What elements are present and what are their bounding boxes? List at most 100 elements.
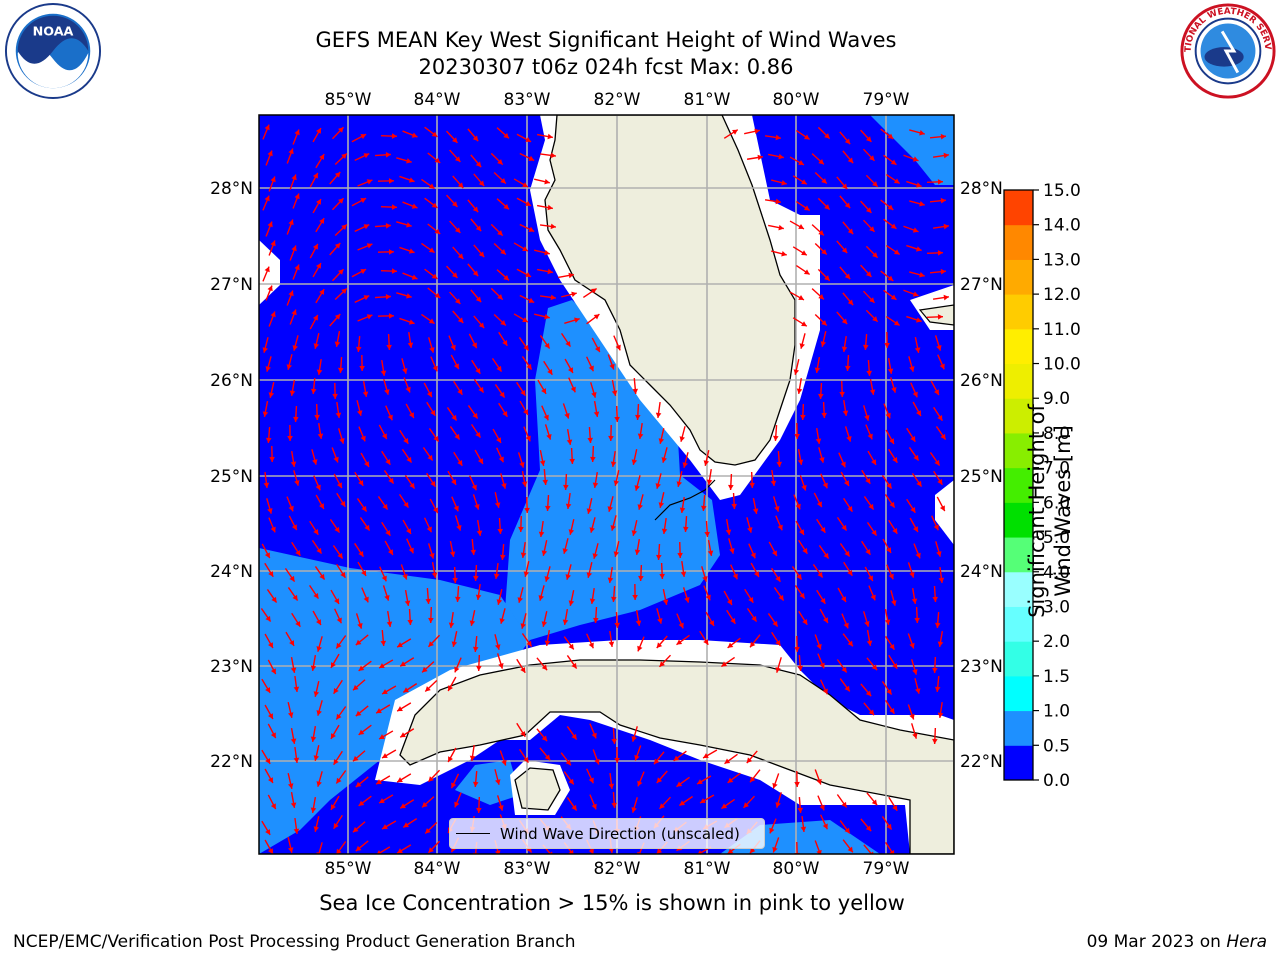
wave-direction-arrowhead <box>794 781 800 787</box>
wave-direction-arrowhead <box>586 572 593 578</box>
wave-direction-arrowhead <box>541 550 548 556</box>
wave-direction-arrowhead <box>475 225 482 232</box>
wave-direction-arrowhead <box>886 688 892 695</box>
wave-direction-arrowhead <box>403 438 409 444</box>
wave-direction-arrowhead <box>330 804 336 810</box>
wave-direction-arrowhead <box>316 619 321 625</box>
wave-direction-arrowhead <box>778 594 784 601</box>
wave-direction-arrowhead <box>631 807 637 813</box>
longitude-label-bottom: 79°W <box>863 859 910 879</box>
wave-direction-arrowhead <box>406 158 412 164</box>
wave-direction-arrowhead <box>574 317 580 323</box>
wave-direction-arrowhead <box>432 365 438 372</box>
wave-direction-arrowhead <box>937 414 943 421</box>
wave-direction-arrowhead <box>889 501 895 508</box>
wave-direction-arrowhead <box>391 133 397 139</box>
wave-direction-arrowhead <box>892 528 898 534</box>
wave-direction-arrowhead <box>730 618 736 624</box>
wave-direction-arrowhead <box>892 805 898 811</box>
colorbar-swatch <box>1004 224 1033 260</box>
wave-direction-arrowhead <box>841 596 846 602</box>
wave-direction-arrowhead <box>385 222 391 229</box>
wave-direction-arrowhead <box>267 150 273 157</box>
wave-direction-arrowhead <box>364 461 369 467</box>
wave-direction-arrowhead <box>655 412 662 418</box>
latitude-label-left: 24°N <box>210 562 253 582</box>
wave-direction-arrowhead <box>819 457 825 463</box>
wave-direction-arrowhead <box>934 622 941 628</box>
wave-direction-arrowhead <box>363 153 370 159</box>
wave-direction-arrowhead <box>775 575 781 582</box>
wave-direction-arrowhead <box>291 245 297 252</box>
wave-direction-arrowhead <box>594 346 600 353</box>
wave-direction-arrowhead <box>890 223 897 229</box>
wave-direction-arrowhead <box>885 412 891 419</box>
wave-direction-arrowhead <box>310 807 317 813</box>
wave-direction-arrowhead <box>422 801 428 808</box>
wave-direction-arrowhead <box>385 293 391 300</box>
wave-direction-arrowhead <box>338 269 344 275</box>
wave-direction-arrowhead <box>382 689 388 695</box>
wave-direction-arrowhead <box>313 691 320 697</box>
wave-direction-arrowhead <box>519 462 525 468</box>
wave-direction-arrowhead <box>270 176 276 183</box>
wave-direction-arrowhead <box>568 529 575 535</box>
wave-direction-arrowhead <box>550 152 556 159</box>
wave-direction-arrowhead <box>565 574 571 580</box>
wave-direction-arrowhead <box>772 846 778 853</box>
wave-direction-arrowhead <box>520 731 526 737</box>
wave-direction-arrowhead <box>362 391 369 397</box>
wave-direction-arrowhead <box>452 272 458 278</box>
wave-direction-arrowhead <box>703 753 709 759</box>
wave-direction-arrowhead <box>841 346 848 352</box>
wave-direction-arrowhead <box>840 461 846 468</box>
wave-direction-arrowhead <box>803 269 810 275</box>
wave-direction-arrowhead <box>607 577 614 583</box>
wave-direction-arrowhead <box>429 553 435 559</box>
wave-direction-arrowhead <box>822 688 828 695</box>
wave-direction-arrowhead <box>454 156 461 162</box>
wave-direction-arrowhead <box>661 528 668 534</box>
wave-direction-arrowhead <box>472 646 479 652</box>
wave-direction-arrowhead <box>568 272 574 279</box>
wave-direction-arrowhead <box>613 480 620 486</box>
wave-direction-arrowhead <box>565 759 571 766</box>
wave-direction-arrowhead <box>816 778 822 785</box>
wave-direction-arrowhead <box>841 801 847 808</box>
wave-direction-arrowhead <box>408 177 415 183</box>
wave-direction-arrowhead <box>366 179 373 185</box>
wave-direction-arrowhead <box>475 161 482 168</box>
wave-direction-arrowhead <box>797 459 804 465</box>
wave-direction-arrowhead <box>313 826 320 832</box>
wave-direction-arrowhead <box>777 524 783 531</box>
wave-direction-arrowhead <box>871 529 877 536</box>
wave-direction-arrowhead <box>632 388 639 394</box>
wave-direction-arrowhead <box>355 845 362 852</box>
wave-direction-arrowhead <box>772 435 779 441</box>
footer-machine: Hera <box>1226 932 1267 952</box>
wave-direction-arrowhead <box>679 436 685 442</box>
wave-direction-arrowhead <box>821 178 827 184</box>
footer-date-text: 09 Mar 2023 on <box>1086 932 1227 952</box>
wave-direction-arrowhead <box>336 642 342 649</box>
wave-direction-arrowhead <box>913 454 919 461</box>
wave-direction-arrowhead <box>430 480 436 487</box>
wave-direction-arrowhead <box>431 202 438 208</box>
wave-direction-arrowhead <box>615 344 621 351</box>
wave-direction-arrowhead <box>889 849 895 854</box>
wave-direction-arrowhead <box>313 343 320 349</box>
wave-direction-arrowhead <box>571 804 577 811</box>
wave-direction-arrowhead <box>886 547 892 553</box>
wave-direction-arrowhead <box>525 435 531 442</box>
wave-direction-arrowhead <box>335 412 342 418</box>
wave-direction-arrowhead <box>456 525 462 531</box>
wave-direction-arrowhead <box>544 313 550 320</box>
wave-direction-arrowhead <box>293 828 300 834</box>
wave-direction-arrowhead <box>637 504 643 510</box>
colorbar-swatch <box>1004 537 1033 573</box>
colorbar: 0.0 0.5 1.0 1.5 2.0 3.0 4.0 5.0 6.0 7.0 8.0 9.0 10.0… <box>1003 181 1081 791</box>
wave-direction-arrowhead <box>865 690 872 697</box>
wave-direction-arrowhead <box>496 599 503 605</box>
chart-subtitle: 20230307 t06z 024h fcst Max: 0.86 <box>418 55 794 79</box>
latitude-label-right: 24°N <box>960 562 1003 582</box>
